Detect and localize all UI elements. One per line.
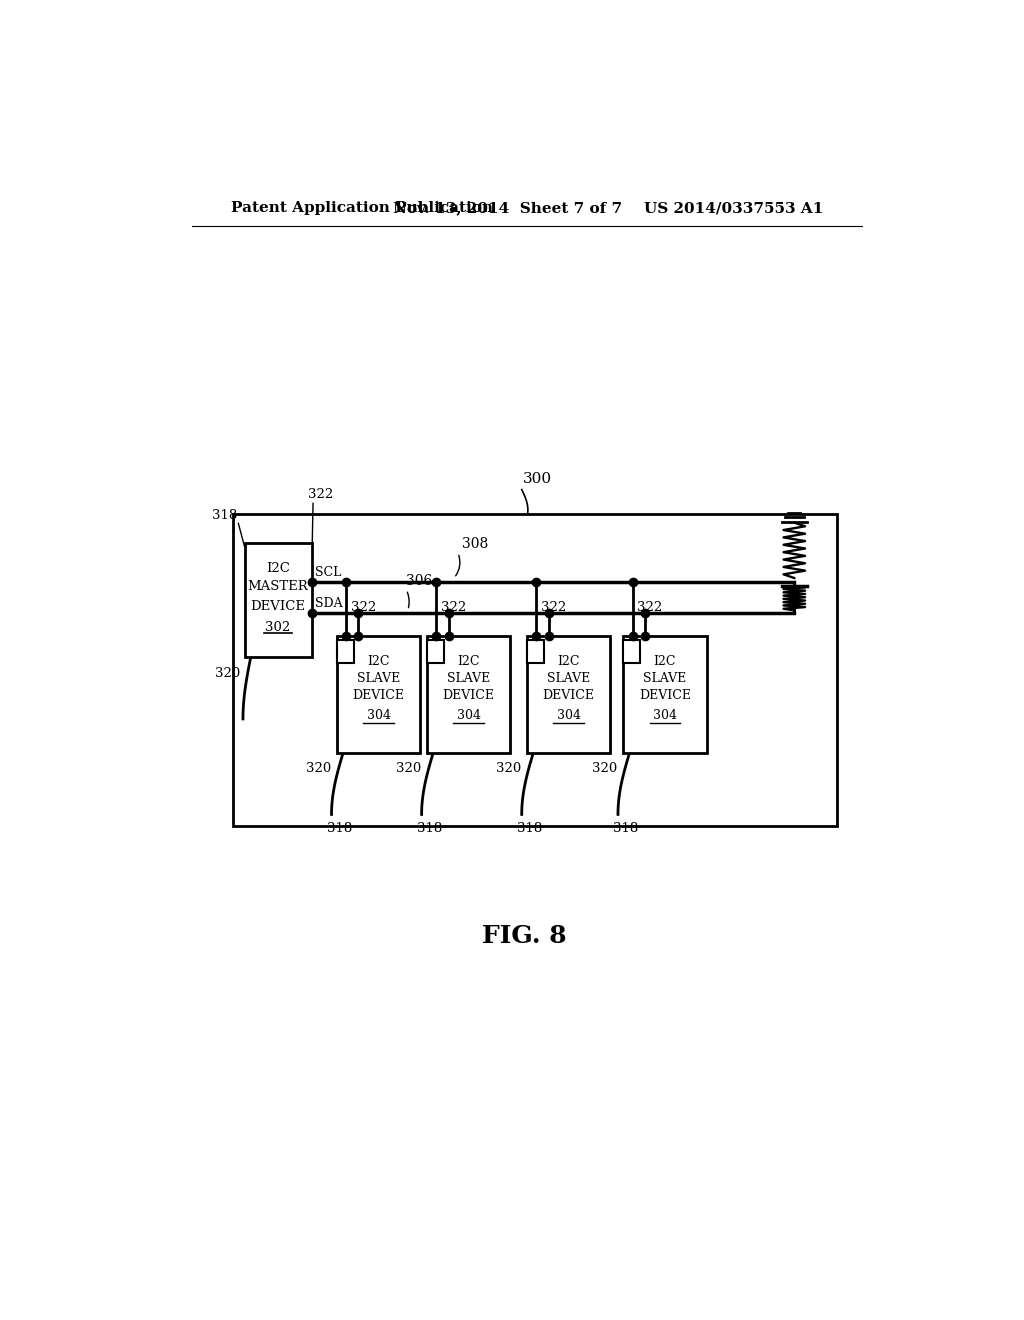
Text: SDA: SDA [314,597,342,610]
Text: I2C: I2C [458,656,480,668]
Text: 304: 304 [457,709,480,722]
Text: DEVICE: DEVICE [543,689,595,702]
Text: SLAVE: SLAVE [547,672,590,685]
Text: SCL: SCL [314,566,341,579]
Text: DEVICE: DEVICE [251,601,305,612]
Text: 320: 320 [215,667,241,680]
Text: 318: 318 [613,822,638,836]
Bar [624,640,640,663]
Text: MASTER: MASTER [248,579,308,593]
Text: US 2014/0337553 A1: US 2014/0337553 A1 [644,202,823,215]
Text: 304: 304 [653,709,677,722]
Text: 320: 320 [395,762,421,775]
Bar [233,515,838,826]
Text: SLAVE: SLAVE [446,672,490,685]
Text: I2C: I2C [368,656,390,668]
Text: Nov. 13, 2014  Sheet 7 of 7: Nov. 13, 2014 Sheet 7 of 7 [393,202,623,215]
Text: DEVICE: DEVICE [639,689,691,702]
Text: 318: 318 [517,822,542,836]
Text: 320: 320 [305,762,331,775]
Text: 318: 318 [212,508,237,521]
Text: 322: 322 [541,601,566,614]
Text: FIG. 8: FIG. 8 [482,924,567,948]
Text: 306: 306 [407,574,432,589]
Text: 304: 304 [557,709,581,722]
Text: 322: 322 [637,601,663,614]
Text: 322: 322 [307,488,333,502]
Bar [527,636,610,752]
Text: 320: 320 [496,762,521,775]
Text: 304: 304 [367,709,390,722]
Text: Patent Application Publication: Patent Application Publication [230,202,493,215]
Text: DEVICE: DEVICE [442,689,495,702]
Bar [427,636,510,752]
Text: 322: 322 [351,601,376,614]
Text: I2C: I2C [266,561,290,574]
Text: 320: 320 [592,762,617,775]
Text: 322: 322 [441,601,466,614]
Text: SLAVE: SLAVE [357,672,400,685]
Text: 302: 302 [265,620,291,634]
Bar [337,636,420,752]
Bar [427,640,444,663]
Bar [624,636,707,752]
Text: I2C: I2C [653,656,676,668]
Text: 308: 308 [462,537,487,552]
Bar [337,640,354,663]
Text: 318: 318 [327,822,352,836]
Text: SLAVE: SLAVE [643,672,686,685]
Bar [527,640,544,663]
Bar [245,544,311,657]
Text: 300: 300 [522,471,552,486]
Text: DEVICE: DEVICE [352,689,404,702]
Text: 318: 318 [417,822,442,836]
Text: I2C: I2C [557,656,580,668]
